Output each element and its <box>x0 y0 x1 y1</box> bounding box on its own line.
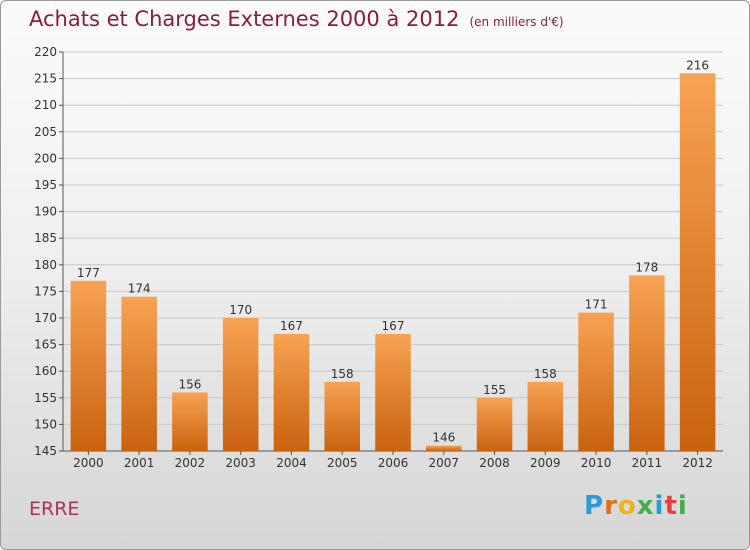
proxiti-logo: Proxiti <box>584 491 688 521</box>
x-tick-label: 2001 <box>124 456 155 470</box>
x-tick-label: 2000 <box>73 456 104 470</box>
bar-2001 <box>121 296 157 451</box>
chart-subtitle: (en milliers d'€) <box>469 15 564 29</box>
bar-2009 <box>527 381 564 451</box>
bar-2002 <box>172 392 208 451</box>
bar-value-label: 171 <box>585 298 608 312</box>
bar-value-label: 158 <box>331 367 354 381</box>
bar-2000 <box>70 280 107 451</box>
y-tick-label: 215 <box>34 72 57 86</box>
bar-2005 <box>324 381 360 451</box>
bar-value-label: 177 <box>77 266 100 280</box>
bar-value-label: 178 <box>635 260 658 274</box>
chart-title: Achats et Charges Externes 2000 à 2012 (e… <box>29 7 564 31</box>
bars <box>70 73 716 451</box>
y-tick-label: 145 <box>34 444 57 458</box>
y-tick-label: 195 <box>34 178 57 192</box>
y-tick-label: 175 <box>34 284 57 298</box>
x-tick-label: 2009 <box>530 456 561 470</box>
x-tick-label: 2002 <box>175 456 206 470</box>
bar-2007 <box>426 445 462 451</box>
bar-value-label: 174 <box>128 282 151 296</box>
x-tick-label: 2006 <box>378 456 409 470</box>
y-tick-label: 155 <box>34 391 57 405</box>
bar-2004 <box>273 333 310 451</box>
x-tick-label: 2005 <box>327 456 358 470</box>
town-name: ERRE <box>29 498 80 520</box>
x-tick-label: 2008 <box>479 456 510 470</box>
bar-value-label: 167 <box>280 319 303 333</box>
logo-letter: o <box>617 491 637 521</box>
chart-title-text: Achats et Charges Externes 2000 à 2012 <box>29 7 460 31</box>
logo-letter: P <box>584 491 605 521</box>
bar-2003 <box>222 318 259 451</box>
logo-letter: i <box>654 491 665 521</box>
bar-value-label: 158 <box>534 367 557 381</box>
x-tick-label: 2012 <box>682 456 713 470</box>
y-tick-label: 190 <box>34 205 57 219</box>
y-tick-label: 150 <box>34 417 57 431</box>
bar-2011 <box>629 275 665 451</box>
x-tick-label: 2011 <box>632 456 663 470</box>
x-tick-label: 2010 <box>581 456 612 470</box>
bar-2008 <box>476 397 513 451</box>
bar-2006 <box>375 333 411 451</box>
y-tick-label: 170 <box>34 311 57 325</box>
y-tick-label: 200 <box>34 151 57 165</box>
y-tick-label: 220 <box>34 45 57 59</box>
y-tick-label: 185 <box>34 231 57 245</box>
logo-letter: i <box>677 491 688 521</box>
bar-value-label: 167 <box>382 319 405 333</box>
x-tick-label: 2003 <box>225 456 256 470</box>
bar-2012 <box>679 73 716 451</box>
y-tick-label: 205 <box>34 125 57 139</box>
logo-letter: r <box>604 491 618 521</box>
bar-value-label: 146 <box>432 431 455 445</box>
y-tick-label: 165 <box>34 338 57 352</box>
logo-letter: x <box>636 491 655 521</box>
y-tick-label: 180 <box>34 258 57 272</box>
x-tick-label: 2004 <box>276 456 307 470</box>
bar-2010 <box>578 312 614 451</box>
x-tick-label: 2007 <box>428 456 459 470</box>
y-tick-label: 160 <box>34 364 57 378</box>
bar-value-label: 156 <box>178 377 201 391</box>
logo-letter: t <box>664 491 678 521</box>
bar-value-label: 155 <box>483 383 506 397</box>
bar-value-label: 170 <box>229 303 252 317</box>
labels: 145 150 155 160 165 170 175 180 185 190 195 200 205 2… <box>34 45 713 470</box>
y-tick-label: 210 <box>34 98 57 112</box>
bar-value-label: 216 <box>686 58 709 72</box>
